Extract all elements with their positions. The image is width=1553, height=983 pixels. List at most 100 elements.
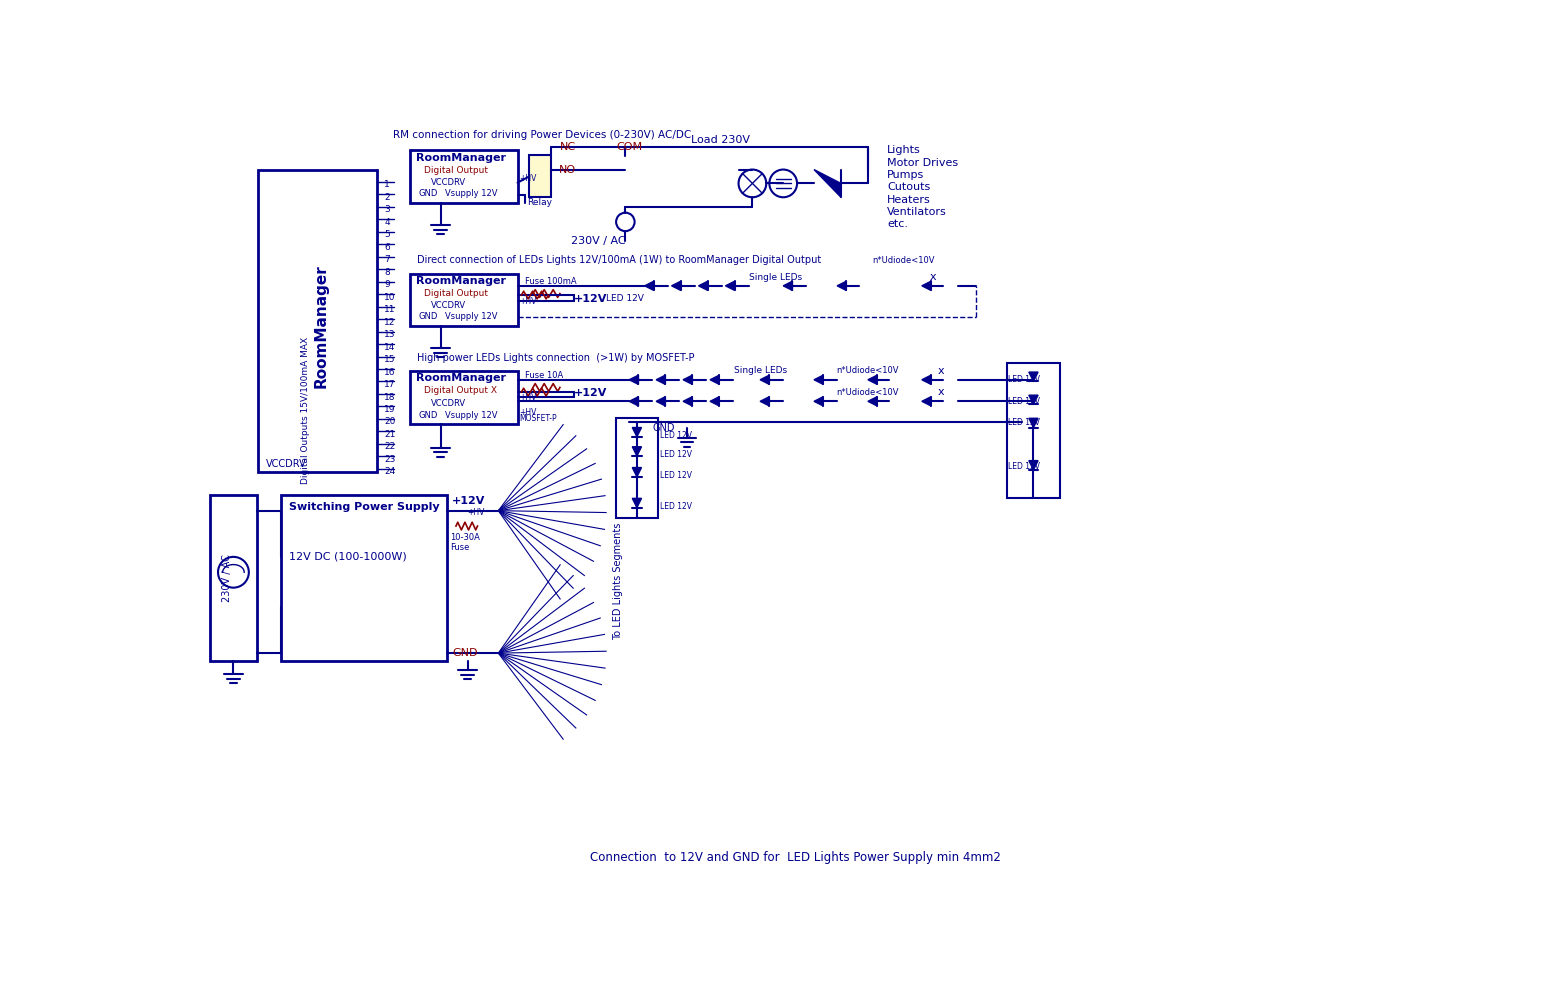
Polygon shape [1028,372,1037,381]
Text: 2: 2 [384,193,390,202]
Polygon shape [868,397,877,406]
Bar [410,150,517,202]
Text: 21: 21 [384,430,396,439]
Text: GND: GND [419,411,438,420]
Bar [410,371,517,425]
Text: NC: NC [559,143,576,152]
Text: RoomManager: RoomManager [416,153,506,163]
Text: n*Udiode<10V: n*Udiode<10V [871,256,935,264]
Text: 6: 6 [384,243,390,252]
Text: VCCDRV: VCCDRV [432,399,466,408]
Text: LED 12V: LED 12V [1008,462,1041,471]
Text: Vsupply 12V: Vsupply 12V [446,189,497,198]
Polygon shape [632,428,641,436]
Text: Single LEDs: Single LEDs [749,273,801,282]
Polygon shape [629,376,638,384]
Text: Direct connection of LEDs Lights 12V/100mA (1W) to RoomManager Digital Output: Direct connection of LEDs Lights 12V/100… [418,256,822,265]
Text: Fuse: Fuse [450,544,471,552]
Text: +HV: +HV [519,393,536,402]
Polygon shape [725,281,735,290]
Bar [258,169,377,472]
Text: NO: NO [559,165,576,175]
Polygon shape [632,498,641,507]
Text: 18: 18 [384,392,396,401]
Text: MOSFET-P: MOSFET-P [519,414,556,423]
Text: Pumps: Pumps [887,170,924,180]
Text: +HV: +HV [519,408,536,418]
Text: RoomManager: RoomManager [416,374,506,383]
Text: etc.: etc. [887,219,909,229]
Text: Single LEDs: Single LEDs [733,366,787,376]
Text: LED 12V: LED 12V [660,501,693,510]
Text: +12V: +12V [452,496,486,506]
Polygon shape [814,169,842,198]
Text: 19: 19 [384,405,396,414]
Text: 15: 15 [384,355,396,364]
Text: 10-30A: 10-30A [450,533,480,542]
Text: Switching Power Supply: Switching Power Supply [289,501,439,512]
Polygon shape [632,468,641,477]
Text: RoomManager: RoomManager [416,276,506,286]
Polygon shape [1028,395,1037,404]
Text: LED 12V: LED 12V [1008,397,1041,406]
Text: Cutouts: Cutouts [887,182,930,193]
Text: Vsupply 12V: Vsupply 12V [446,411,497,420]
Polygon shape [837,281,846,290]
Text: 12V DC (100-1000W): 12V DC (100-1000W) [289,551,407,562]
Text: High power LEDs Lights connection  (>1W) by MOSFET-P: High power LEDs Lights connection (>1W) … [418,353,694,363]
Text: Ventilators: Ventilators [887,206,947,217]
Text: 5: 5 [384,230,390,239]
Polygon shape [710,397,719,406]
Text: COM: COM [617,143,643,152]
Polygon shape [868,376,877,384]
Text: x: x [936,387,944,397]
Polygon shape [783,281,792,290]
Polygon shape [759,397,769,406]
Bar [210,495,258,661]
Text: GND: GND [452,648,478,658]
Text: x: x [930,272,936,282]
Text: LED 12V: LED 12V [660,471,693,480]
Bar [530,155,551,198]
Text: Digital Outputs 15V/100mA MAX: Digital Outputs 15V/100mA MAX [301,337,311,484]
Text: Fuse 10A: Fuse 10A [525,372,564,380]
Polygon shape [922,376,932,384]
Text: Relay: Relay [528,199,553,207]
Polygon shape [683,376,693,384]
Text: LED 12V: LED 12V [1008,419,1041,428]
Text: GND: GND [419,189,438,198]
Text: RoomManager: RoomManager [314,264,329,387]
Text: 10: 10 [384,293,396,302]
Polygon shape [922,397,932,406]
Bar [410,273,517,325]
Polygon shape [922,281,932,290]
Text: Vsupply 12V: Vsupply 12V [446,313,497,321]
Text: GND: GND [419,313,438,321]
Text: Motor Drives: Motor Drives [887,157,958,168]
Text: 230V / AC: 230V / AC [572,236,626,246]
Text: 3: 3 [384,205,390,214]
Bar [1006,363,1061,497]
Text: GND: GND [652,424,676,434]
Text: To LED Lights Segments: To LED Lights Segments [612,523,623,640]
Text: x: x [936,366,944,376]
Polygon shape [710,376,719,384]
Polygon shape [814,397,823,406]
Text: 23: 23 [384,455,396,464]
Text: LED 12V: LED 12V [1008,376,1041,384]
Text: Fuse 100mA: Fuse 100mA [525,277,576,286]
Text: 1: 1 [384,181,390,190]
Text: Digital Output X: Digital Output X [424,386,497,395]
Text: +12V: +12V [573,388,607,398]
Text: 4: 4 [384,218,390,227]
Text: 8: 8 [384,267,390,277]
Text: 9: 9 [384,280,390,289]
Text: n*Udiode<10V: n*Udiode<10V [837,366,899,376]
Text: +12V: +12V [573,294,607,304]
Polygon shape [1028,418,1037,428]
Polygon shape [759,376,769,384]
Polygon shape [644,281,654,290]
Text: +HV: +HV [519,174,536,183]
Text: LED 12V: LED 12V [660,450,693,459]
Text: Heaters: Heaters [887,195,930,204]
